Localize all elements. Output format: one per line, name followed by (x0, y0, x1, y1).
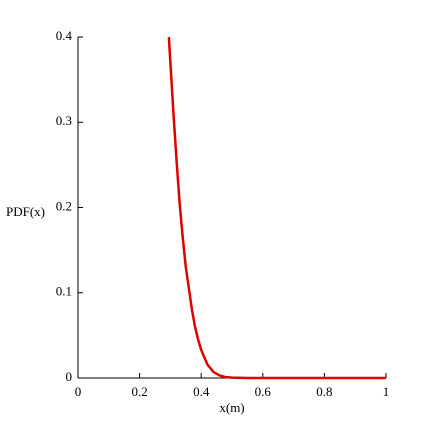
x-tick-label: 0.4 (193, 384, 210, 399)
y-tick-label: 0.4 (56, 28, 73, 43)
data-line (167, 36, 386, 380)
x-axis-label: x(m) (219, 400, 244, 415)
x-tick-label: 0 (75, 384, 82, 399)
y-tick-label: 0.2 (56, 198, 72, 213)
x-tick-label: 0.2 (131, 384, 147, 399)
y-tick-label: 0 (66, 369, 73, 384)
y-tick-label: 0.3 (56, 113, 72, 128)
y-axis-label: PDF(x) (6, 204, 45, 219)
x-tick-label: 0.8 (316, 384, 332, 399)
x-tick-label: 0.6 (255, 384, 272, 399)
x-tick-label: 1 (383, 384, 390, 399)
y-tick-label: 0.1 (56, 284, 72, 299)
